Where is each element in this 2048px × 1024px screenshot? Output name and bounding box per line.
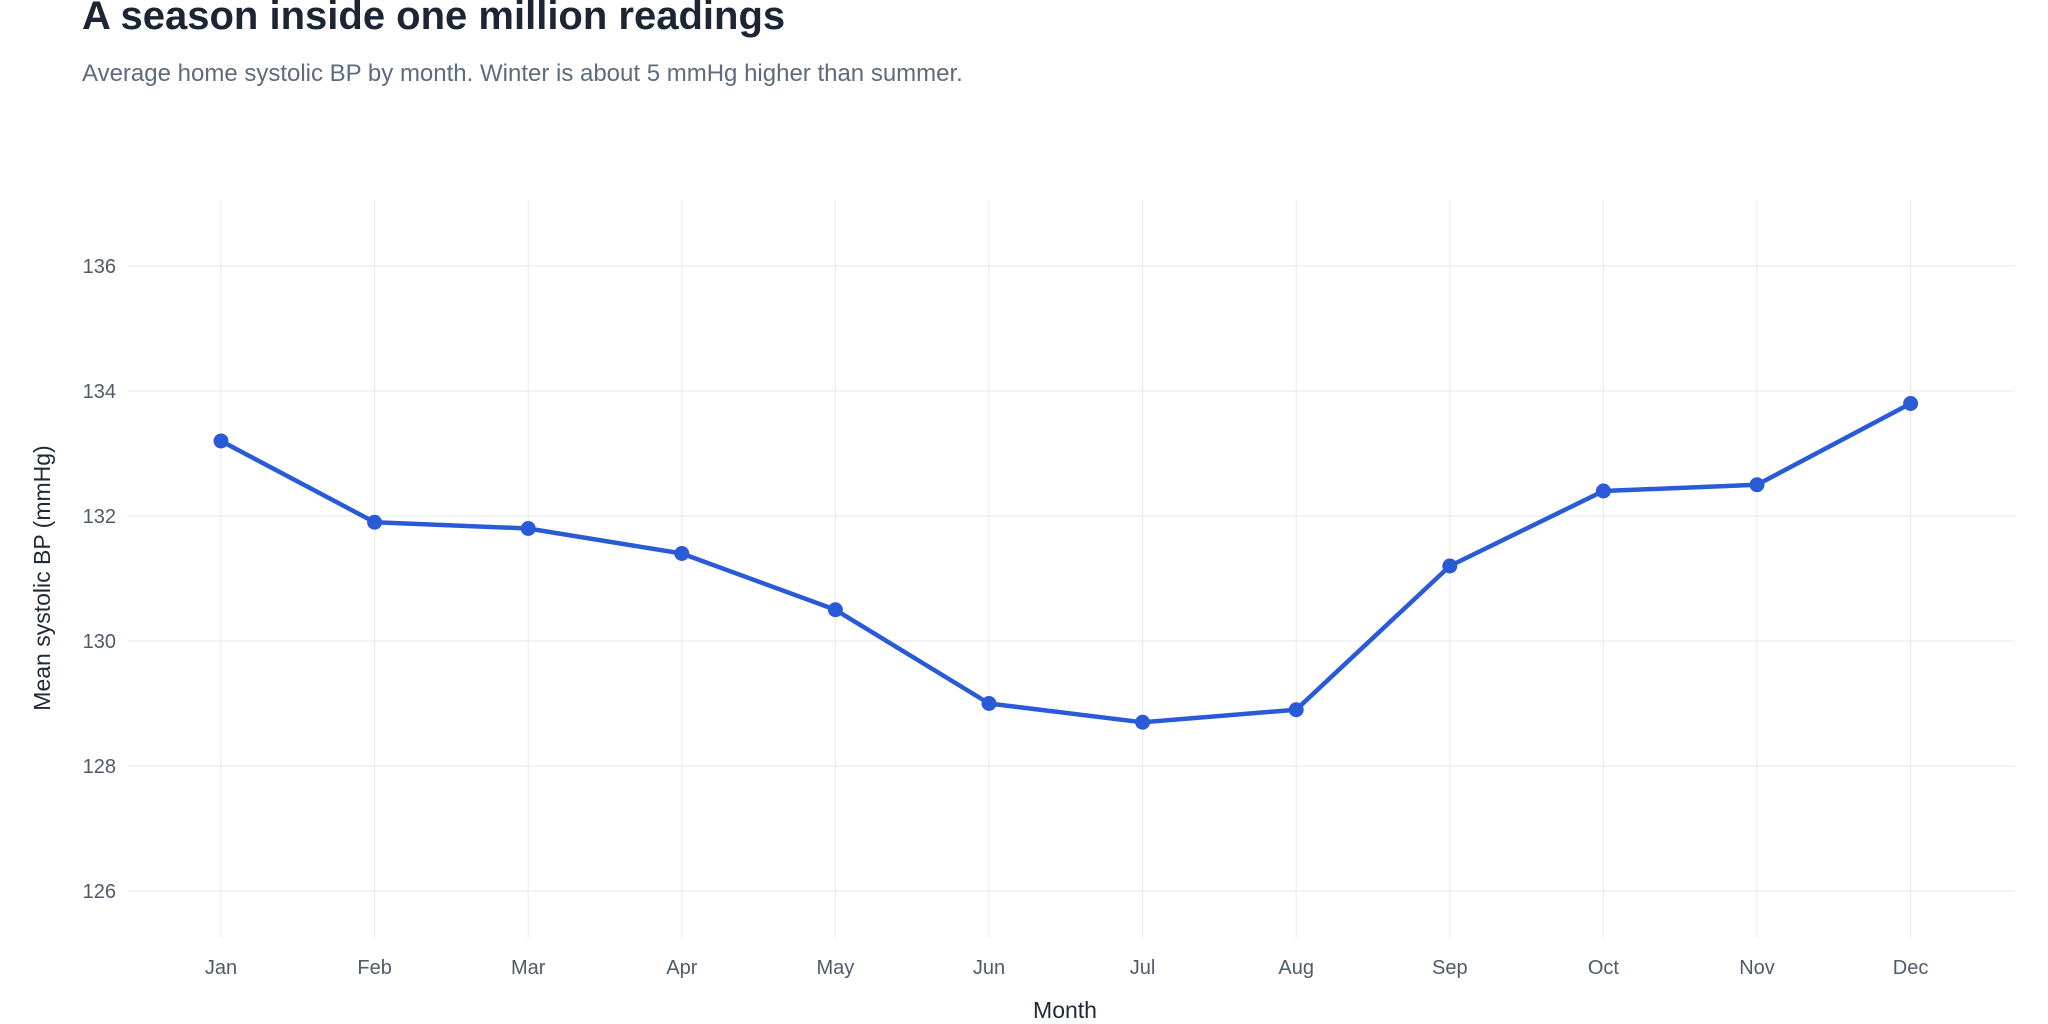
x-tick-label: Aug xyxy=(1278,957,1314,979)
data-point xyxy=(1288,702,1304,718)
x-tick-label: Dec xyxy=(1893,957,1929,979)
x-tick-label: Feb xyxy=(357,957,391,979)
x-axis-label: Month xyxy=(1033,997,1097,1023)
data-point xyxy=(1442,558,1458,574)
y-axis-label: Mean systolic BP (mmHg) xyxy=(29,445,55,710)
y-axis-ticks: 126 128 130 132 134 136 xyxy=(83,256,116,903)
series-line xyxy=(218,401,1913,725)
y-tick-label: 134 xyxy=(83,381,116,403)
x-tick-label: Oct xyxy=(1588,957,1620,979)
data-point xyxy=(1135,714,1151,730)
x-axis-ticks: Jan Feb Mar Apr May Jun Jul Aug Sep Oct Nov Dec xyxy=(205,957,1929,979)
data-point xyxy=(1903,396,1919,411)
y-tick-label: 126 xyxy=(83,881,116,903)
data-point xyxy=(981,696,997,711)
x-tick-label: Jul xyxy=(1130,957,1156,979)
data-point xyxy=(520,521,536,536)
x-tick-label: Apr xyxy=(666,957,697,979)
y-tick-label: 132 xyxy=(83,506,116,528)
y-tick-label: 136 xyxy=(83,256,116,278)
x-tick-label: Jun xyxy=(973,957,1005,979)
y-tick-label: 130 xyxy=(83,631,116,653)
chart-subtitle: Average home systolic BP by month. Winte… xyxy=(82,60,963,87)
data-point xyxy=(1749,477,1765,493)
x-tick-label: Jan xyxy=(205,957,237,979)
x-tick-label: Nov xyxy=(1739,957,1775,979)
grid xyxy=(128,200,2015,938)
chart-title: A season inside one million readings xyxy=(82,0,786,38)
data-point xyxy=(367,514,383,530)
x-tick-label: Sep xyxy=(1432,957,1468,979)
x-tick-label: Mar xyxy=(511,957,546,979)
data-point xyxy=(674,546,690,561)
y-tick-label: 128 xyxy=(83,756,116,778)
data-point xyxy=(213,433,229,449)
data-point xyxy=(827,602,843,618)
x-tick-label: May xyxy=(817,957,855,979)
series-layer xyxy=(213,396,1919,730)
data-point xyxy=(1595,483,1611,499)
